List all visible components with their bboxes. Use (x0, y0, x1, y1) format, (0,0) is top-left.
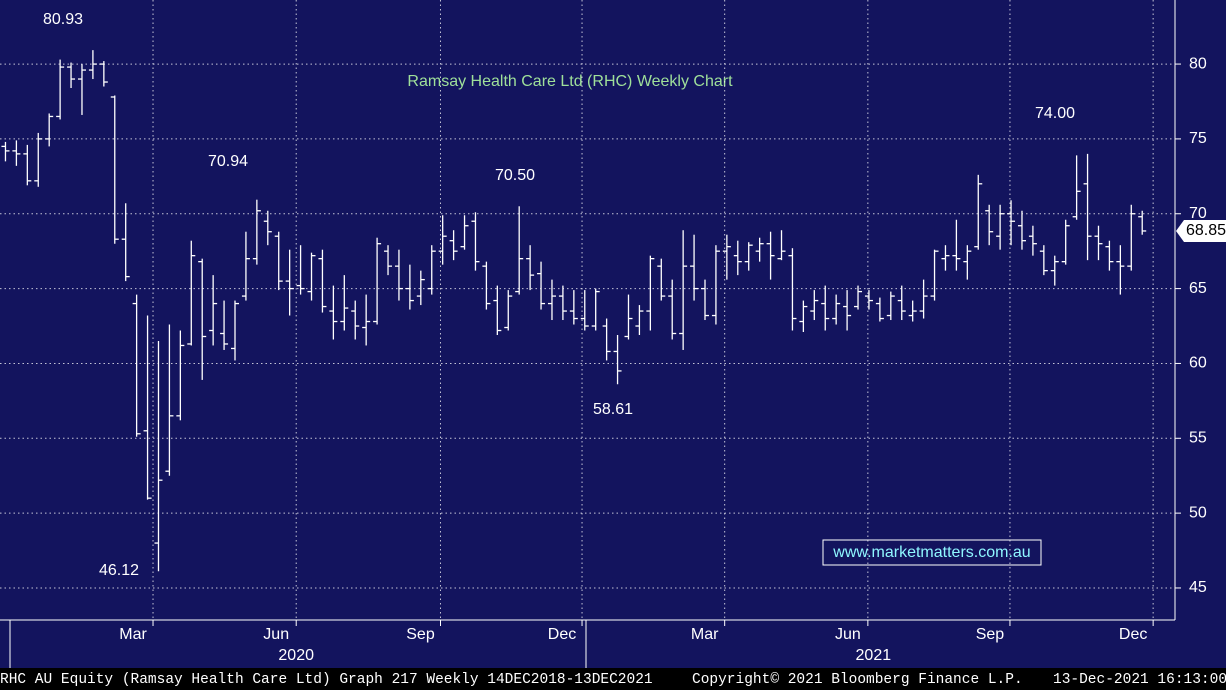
x-tick-label: Dec (548, 626, 576, 643)
x-tick-label: Dec (1119, 626, 1147, 643)
year-label: 2021 (856, 647, 892, 664)
chart-title: Ramsay Health Care Ltd (RHC) Weekly Char… (407, 73, 733, 90)
y-tick-label: 45 (1189, 579, 1207, 596)
year-label: 2020 (278, 647, 314, 664)
x-tick-label: Mar (691, 626, 719, 643)
x-tick-label: Jun (835, 626, 861, 643)
y-tick-label: 50 (1189, 504, 1207, 521)
annotation: 46.12 (99, 562, 139, 579)
annotation: 74.00 (1035, 105, 1075, 122)
last-price-tag (1176, 219, 1226, 242)
x-tick-label: Sep (406, 626, 435, 643)
footer-text: RHC AU Equity (Ramsay Health Care Ltd) G… (0, 672, 653, 688)
x-tick-label: Sep (976, 626, 1005, 643)
annotation: 58.61 (593, 401, 633, 418)
watermark-box (822, 539, 1042, 566)
y-tick-label: 60 (1189, 355, 1207, 372)
watermark: www.marketmatters.com.au (832, 544, 1030, 561)
x-tick-label: Mar (119, 626, 147, 643)
y-tick-label: 80 (1189, 55, 1207, 72)
y-tick-label: 75 (1189, 130, 1207, 147)
annotation: 70.50 (495, 167, 535, 184)
annotation: 70.94 (208, 153, 248, 170)
x-tick-label: Jun (263, 626, 289, 643)
y-tick-label: 70 (1189, 205, 1207, 222)
footer-text: 13-Dec-2021 16:13:00 (1053, 672, 1226, 688)
y-tick-label: 65 (1189, 280, 1207, 297)
footer-text: Copyright© 2021 Bloomberg Finance L.P. (692, 672, 1023, 688)
last-price-label: 68.85 (1186, 222, 1226, 239)
footer-bar (0, 668, 1226, 690)
y-tick-label: 55 (1189, 429, 1207, 446)
annotation: 80.93 (43, 11, 83, 28)
